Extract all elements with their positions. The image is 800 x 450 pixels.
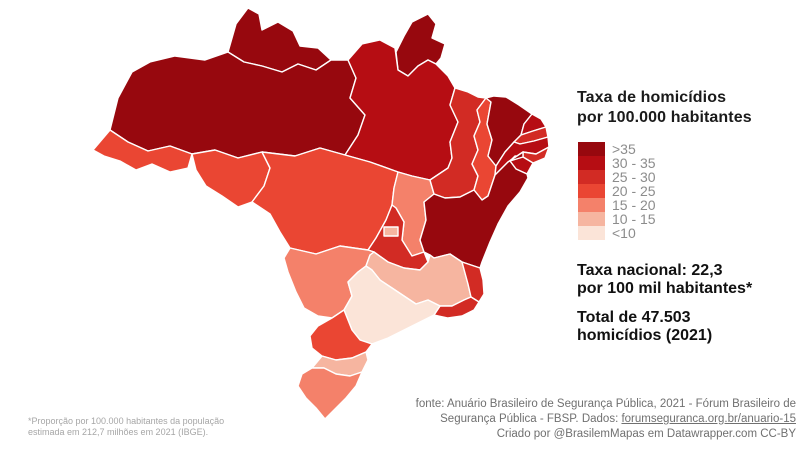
legend-swatch [578,226,605,240]
legend-row-5: 10 - 15 [578,212,656,226]
state-rs[interactable] [297,367,363,420]
footnote-line2: estimada em 212,7 milhões em 2021 (IBGE)… [28,427,209,437]
legend-row-2: 25 - 30 [578,170,656,184]
legend-row-3: 20 - 25 [578,184,656,198]
attribution-line1: fonte: Anuário Brasileiro de Segurança P… [415,398,796,410]
legend-title-line2: por 100.000 habitantes [577,109,752,126]
legend-row-4: 15 - 20 [578,198,656,212]
national-rate-line2: por 100 mil habitantes* [577,280,753,297]
legend-label: 15 - 20 [612,197,656,213]
stats-panel: Taxa nacional: 22,3 por 100 mil habitant… [577,262,752,356]
legend-label: 20 - 25 [612,183,656,199]
attribution-line3: Criado por @BrasilemMapas em Datawrapper… [496,428,796,440]
legend-swatch [578,184,605,198]
footnote-line1: *Proporção por 100.000 habitantes da pop… [28,416,225,426]
attribution-line2: Segurança Pública - FBSP. Dados: forumse… [356,412,796,427]
source-link[interactable]: forumseguranca.org.br/anuario-15 [621,413,796,425]
legend-title: Taxa de homicídios por 100.000 habitante… [577,88,752,128]
attribution: fonte: Anuário Brasileiro de Segurança P… [356,397,796,442]
legend-row-0: >35 [578,142,656,156]
legend: >35 30 - 35 25 - 30 20 - 25 15 - 20 10 - 15 <1… [578,142,656,240]
state-ac[interactable] [92,129,193,173]
legend-label: >35 [612,141,636,157]
legend-label: 25 - 30 [612,169,656,185]
legend-swatch [578,198,605,212]
legend-row-6: <10 [578,226,656,240]
state-df[interactable] [383,226,399,237]
footnote: *Proporção por 100.000 habitantes da pop… [28,416,224,438]
legend-label: 10 - 15 [612,211,656,227]
legend-swatch [578,212,605,226]
national-rate: Taxa nacional: 22,3 por 100 mil habitant… [577,262,752,298]
state-rj[interactable] [433,296,480,319]
attribution-line2-prefix: Segurança Pública - FBSP. Dados: [440,413,622,425]
national-rate-line1: Taxa nacional: 22,3 [577,262,723,279]
total-homicides: Total de 47.503 homicídios (2021) [577,309,752,345]
total-homicides-line2: homicídios (2021) [577,327,713,344]
legend-label: 30 - 35 [612,155,656,171]
state-es[interactable] [461,261,485,303]
total-homicides-line1: Total de 47.503 [577,309,691,326]
legend-swatch [578,156,605,170]
legend-swatch [578,142,605,156]
legend-title-line1: Taxa de homicídios [577,89,727,106]
legend-row-1: 30 - 35 [578,156,656,170]
state-am[interactable] [109,51,366,159]
state-sp[interactable] [343,265,441,345]
legend-swatch [578,170,605,184]
legend-label: <10 [612,225,636,241]
